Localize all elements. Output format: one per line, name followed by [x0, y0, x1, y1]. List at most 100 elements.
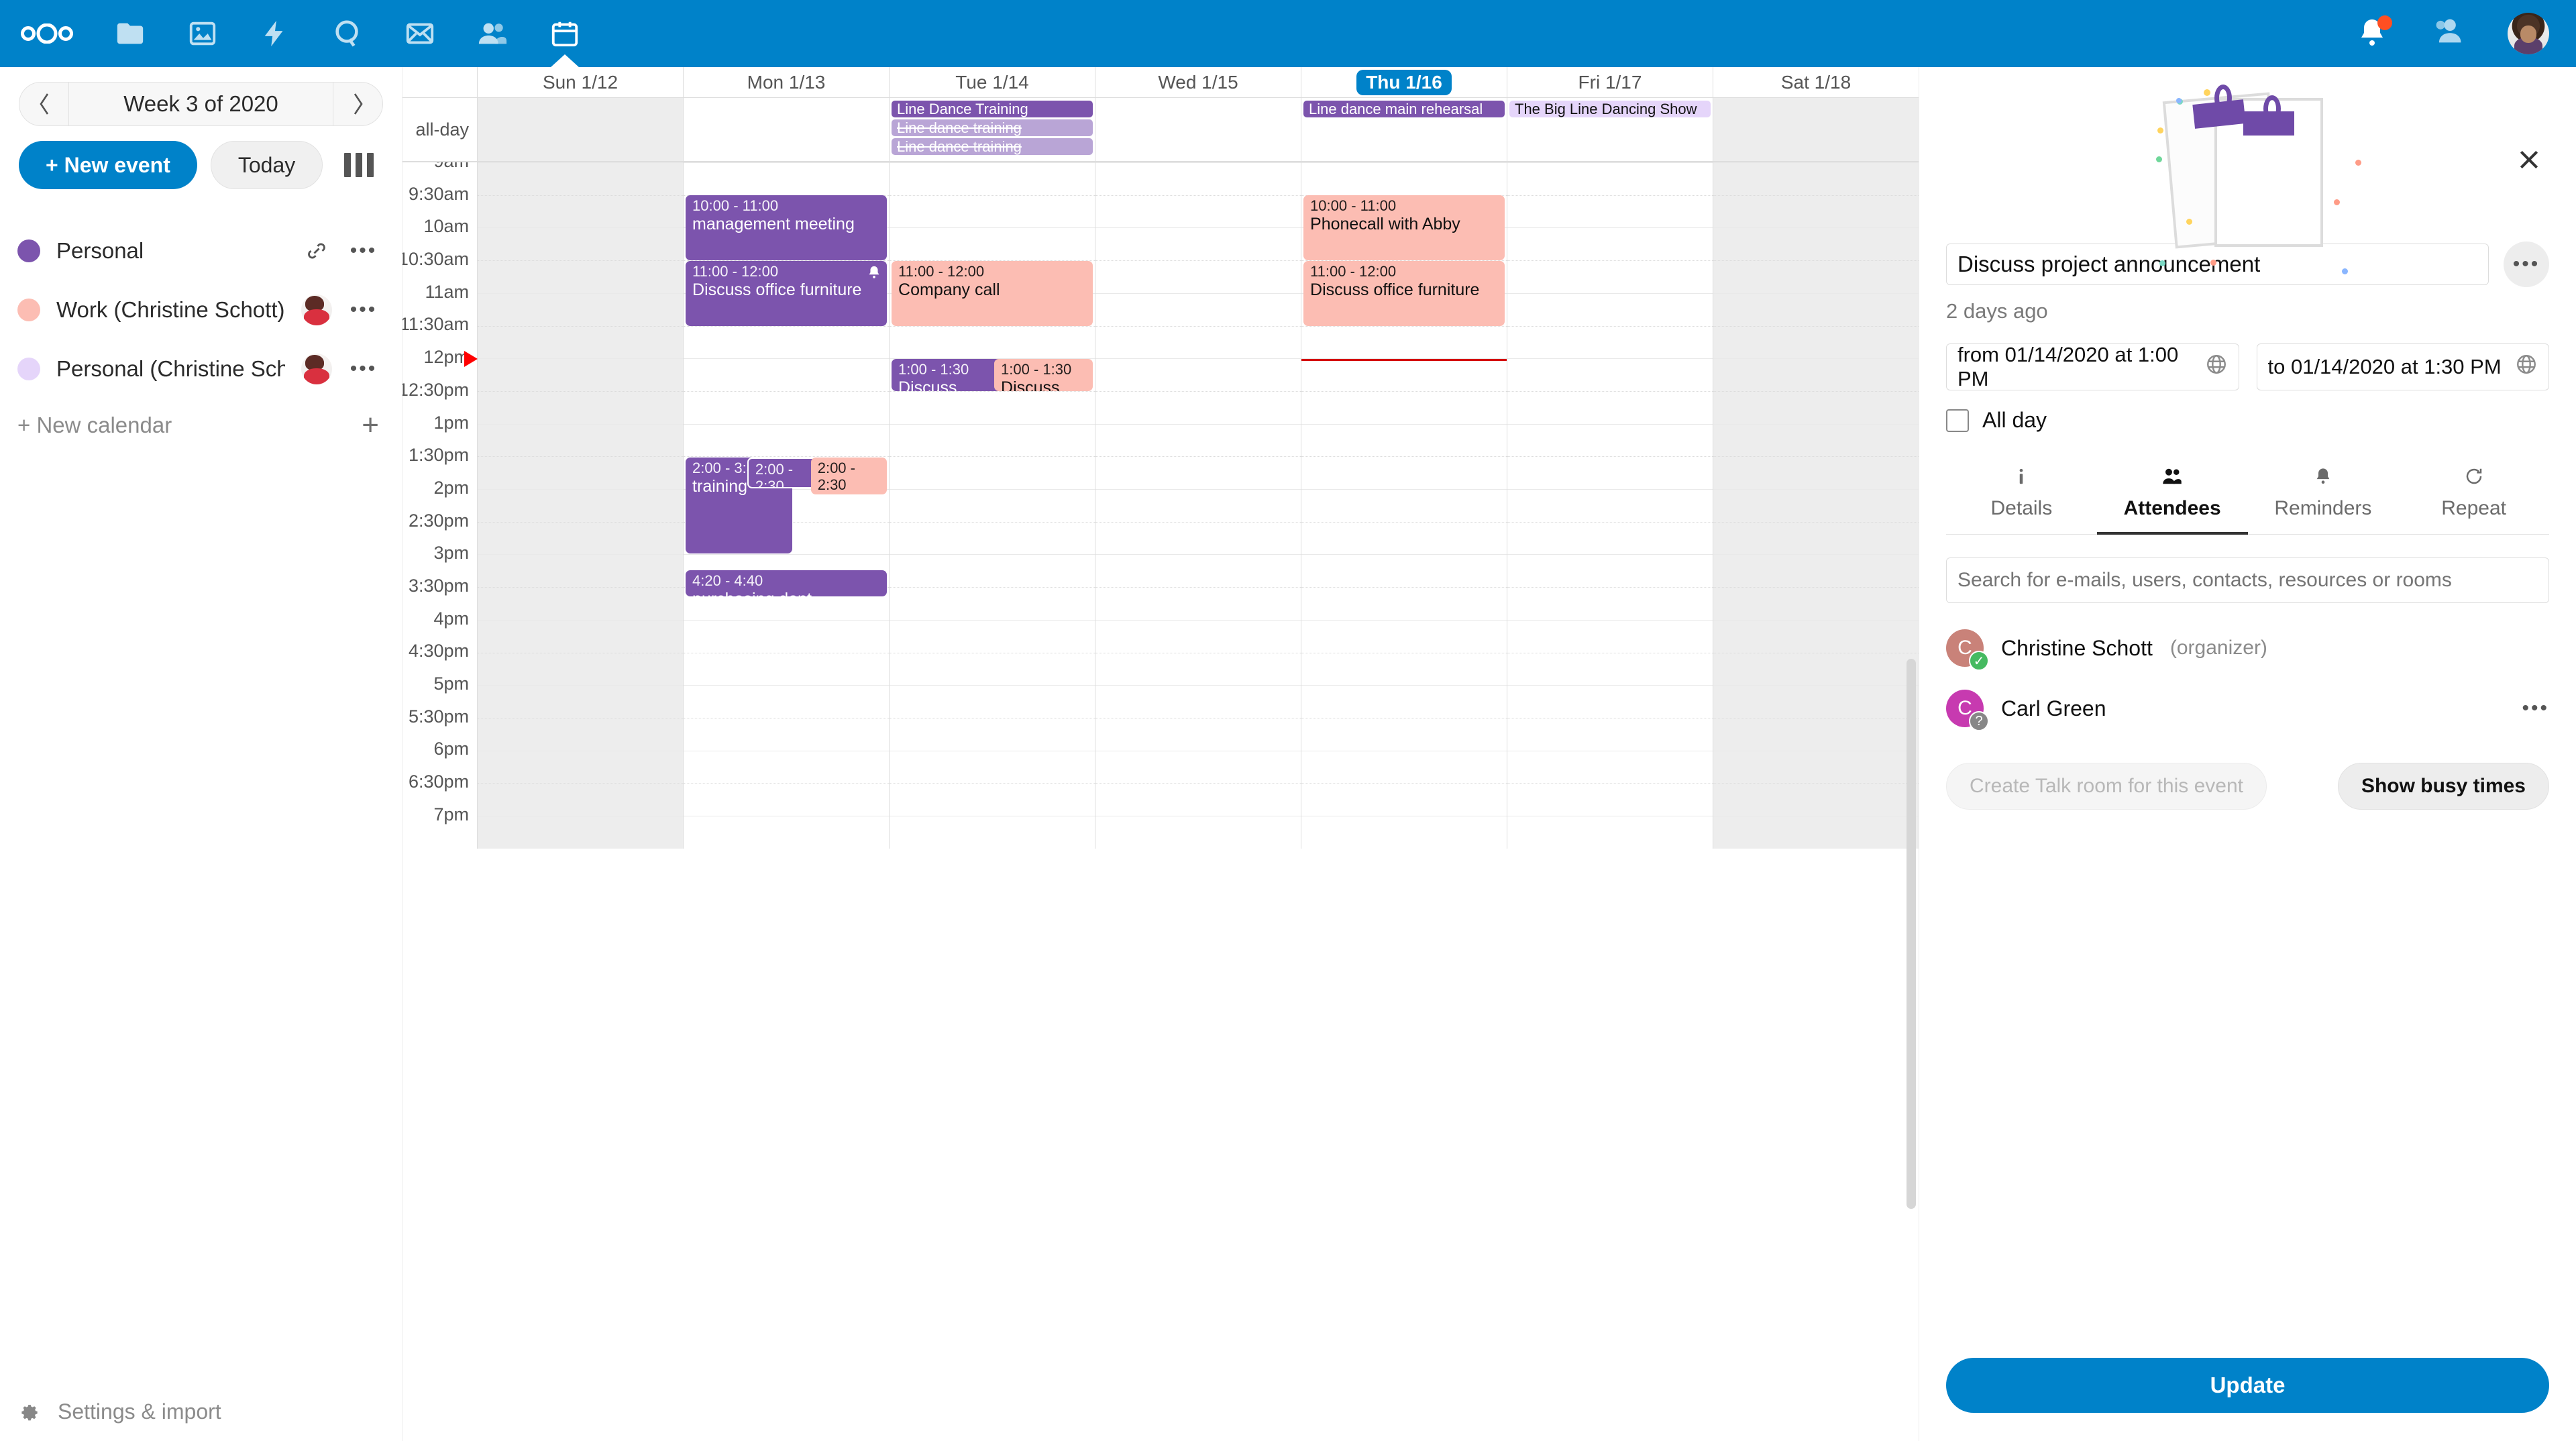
- event-management-meeting[interactable]: 10:00 - 11:00 management meeting: [686, 195, 887, 260]
- new-calendar-button[interactable]: + New calendar +: [0, 398, 402, 452]
- close-icon[interactable]: [2510, 141, 2548, 178]
- notifications-button[interactable]: [2356, 15, 2392, 50]
- event-company-call[interactable]: 11:00 - 12:00 Company call: [892, 261, 1093, 326]
- grid-line: [1713, 162, 1919, 163]
- all-day-cell-tue[interactable]: Line Dance Training Line dance training …: [890, 98, 1095, 161]
- time-slot: 2:30pm: [402, 511, 477, 555]
- activity-icon[interactable]: [239, 0, 311, 67]
- photos-icon[interactable]: [166, 0, 239, 67]
- circles-search-icon[interactable]: [311, 0, 384, 67]
- all-day-cell-thu[interactable]: Line dance main rehearsal: [1301, 98, 1507, 161]
- all-day-cell-sun[interactable]: [478, 98, 684, 161]
- globe-icon[interactable]: [2515, 353, 2538, 381]
- alarm-bell-icon: [867, 265, 881, 284]
- time-grid-scroll-area[interactable]: 9am 9:30am 10am 10:30am 11am 11:30am 12pm 12:30…: [402, 162, 1919, 1441]
- day-header-tue[interactable]: Tue 1/14: [890, 67, 1095, 97]
- previous-week-button[interactable]: [19, 83, 69, 125]
- event-start-field[interactable]: from 01/14/2020 at 1:00 PM: [1946, 343, 2239, 390]
- day-column-sat[interactable]: [1713, 162, 1919, 849]
- event-discuss-project[interactable]: 1:00 - 1:30 Discuss project: [994, 359, 1093, 391]
- show-busy-times-button[interactable]: Show busy times: [2337, 763, 2549, 810]
- view-toggle-icon[interactable]: [336, 153, 374, 177]
- new-event-button[interactable]: + New event: [19, 141, 197, 189]
- all-day-cell-fri[interactable]: The Big Line Dancing Show: [1507, 98, 1713, 161]
- tab-label: Repeat: [2441, 497, 2506, 519]
- today-button[interactable]: Today: [210, 141, 323, 189]
- day-header-sat[interactable]: Sat 1/18: [1713, 67, 1919, 97]
- event-purchasing-dept[interactable]: 4:20 - 4:40 purchasing dept: [686, 570, 887, 596]
- tab-attendees[interactable]: Attendees: [2096, 460, 2248, 535]
- all-day-event[interactable]: Line dance training: [892, 138, 1093, 155]
- globe-icon[interactable]: [2205, 353, 2228, 381]
- day-column-fri[interactable]: [1507, 162, 1713, 849]
- all-day-event[interactable]: The Big Line Dancing Show: [1509, 101, 1711, 117]
- day-header-thu[interactable]: Thu 1/16: [1301, 67, 1507, 97]
- calendar-icon[interactable]: [529, 0, 601, 67]
- event-discuss-project-announcement[interactable]: 1:00 - 1:30 Discuss project announcement: [892, 359, 1005, 391]
- all-day-cell-wed[interactable]: [1095, 98, 1301, 161]
- event-discuss-office-furniture-mon[interactable]: 11:00 - 12:00 Discuss office furniture: [686, 261, 887, 326]
- all-day-cell-sat[interactable]: [1713, 98, 1919, 161]
- attendee-actions-menu[interactable]: •••: [2522, 697, 2549, 719]
- event-detail-sidebar: ••• 2 days ago from 01/14/2020 at 1:00 P…: [1919, 67, 2576, 1441]
- event-phonecall-with-abby[interactable]: 10:00 - 11:00 Phonecall with Abby: [1303, 195, 1505, 260]
- all-day-event[interactable]: Line dance main rehearsal: [1303, 101, 1505, 117]
- time-label: 10:30am: [402, 249, 469, 270]
- event-end-value: to 01/14/2020 at 1:30 PM: [2267, 355, 2502, 378]
- grid-line: [1301, 390, 1507, 392]
- day-column-mon[interactable]: 10:00 - 11:00 management meeting 11:00 -…: [684, 162, 890, 849]
- event-end-field[interactable]: to 01/14/2020 at 1:30 PM: [2256, 343, 2549, 390]
- grid-line: [478, 554, 683, 555]
- settings-import-button[interactable]: Settings & import: [0, 1382, 402, 1441]
- day-header-fri[interactable]: Fri 1/17: [1507, 67, 1713, 97]
- all-day-label: All day: [1982, 408, 2047, 432]
- event-check-in-pink[interactable]: 2:00 - 2:30 check-in: [810, 458, 887, 494]
- calendar-item-personal[interactable]: Personal •••: [0, 221, 402, 280]
- grid-line: [1713, 292, 1919, 294]
- update-button[interactable]: Update: [1946, 1358, 2549, 1413]
- all-day-event[interactable]: Line Dance Training: [892, 101, 1093, 117]
- all-day-checkbox[interactable]: [1946, 409, 1969, 432]
- attendee-row-carl-green[interactable]: C ? Carl Green •••: [1919, 678, 2576, 739]
- sidebar-actions: + New event Today: [0, 126, 402, 189]
- day-header-mon[interactable]: Mon 1/13: [684, 67, 890, 97]
- attendee-search-input[interactable]: [1946, 557, 2549, 603]
- grid-line: [890, 783, 1095, 784]
- grid-line: [1713, 783, 1919, 784]
- day-column-thu[interactable]: 10:00 - 11:00 Phonecall with Abby 11:00 …: [1301, 162, 1507, 849]
- tab-reminders[interactable]: Reminders: [2248, 460, 2399, 535]
- tab-details[interactable]: Details: [1946, 460, 2097, 535]
- vertical-scrollbar[interactable]: [1907, 659, 1916, 1209]
- contacts-icon[interactable]: [456, 0, 529, 67]
- calendar-name: Personal: [56, 238, 144, 263]
- day-column-tue[interactable]: 11:00 - 12:00 Company call 1:00 - 1:30 D…: [890, 162, 1095, 849]
- event-title-input[interactable]: [1946, 244, 2489, 285]
- attendee-row-organizer[interactable]: C ✓ Christine Schott (organizer): [1919, 618, 2576, 678]
- calendar-item-work[interactable]: Work (Christine Schott) •••: [0, 280, 402, 339]
- calendar-actions-menu[interactable]: •••: [350, 299, 378, 321]
- day-column-sun[interactable]: [478, 162, 684, 849]
- create-talk-room-button[interactable]: Create Talk room for this event: [1946, 763, 2267, 810]
- event-actions-menu[interactable]: •••: [2504, 242, 2549, 287]
- calendar-actions-menu[interactable]: •••: [350, 239, 378, 262]
- all-day-cell-mon[interactable]: [684, 98, 890, 161]
- all-day-event[interactable]: Line dance training: [892, 119, 1093, 136]
- contacts-menu-icon[interactable]: [2431, 13, 2466, 54]
- user-avatar[interactable]: [2508, 13, 2549, 54]
- files-icon[interactable]: [94, 0, 166, 67]
- day-header-sun[interactable]: Sun 1/12: [478, 67, 684, 97]
- nextcloud-logo[interactable]: [0, 23, 94, 44]
- day-column-wed[interactable]: [1095, 162, 1301, 849]
- plus-icon[interactable]: +: [362, 409, 379, 441]
- time-slot: 10am: [402, 216, 477, 260]
- calendar-actions-menu[interactable]: •••: [350, 358, 378, 380]
- event-discuss-office-furniture-thu[interactable]: 11:00 - 12:00 Discuss office furniture: [1303, 261, 1505, 326]
- grid-line: [1095, 227, 1301, 229]
- mail-icon[interactable]: [384, 0, 456, 67]
- link-icon[interactable]: [301, 235, 332, 266]
- calendar-item-personal-shared[interactable]: Personal (Christine Scho... •••: [0, 339, 402, 398]
- next-week-button[interactable]: [333, 83, 382, 125]
- time-slot: 11:30am: [402, 314, 477, 358]
- tab-repeat[interactable]: Repeat: [2398, 460, 2549, 535]
- day-header-wed[interactable]: Wed 1/15: [1095, 67, 1301, 97]
